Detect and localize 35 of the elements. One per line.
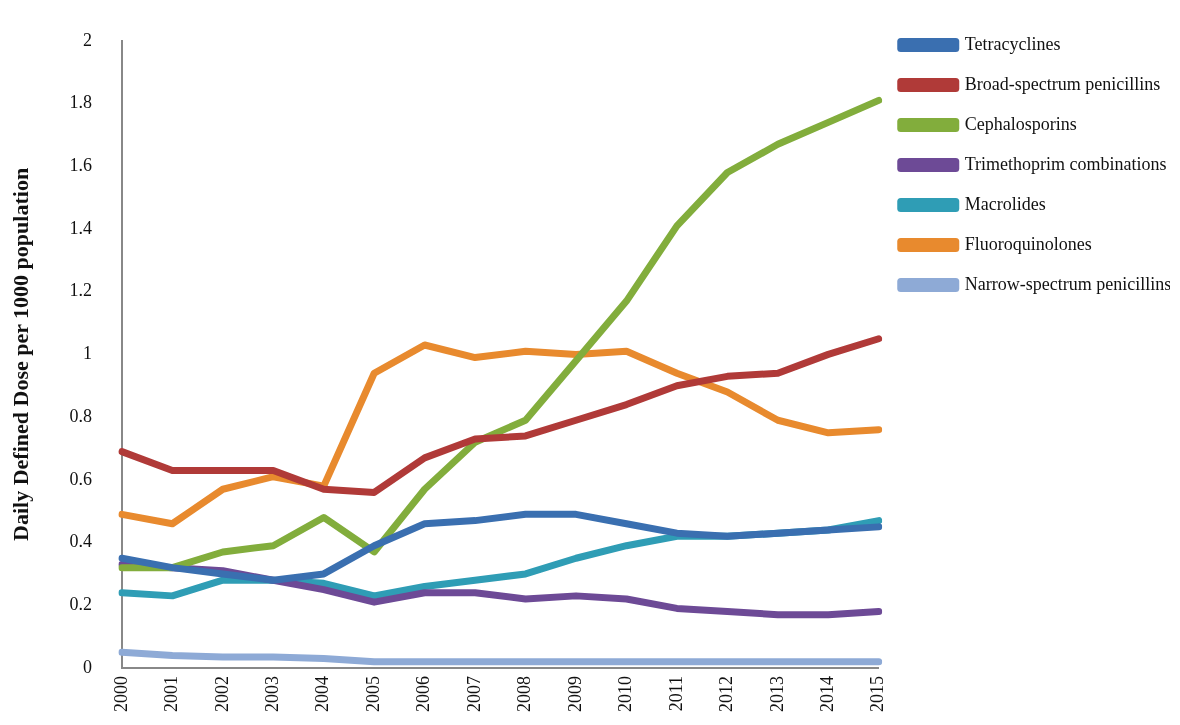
y-axis-title: Daily Defined Dose per 1000 population bbox=[7, 167, 33, 541]
legend-label: Cephalosporins bbox=[964, 113, 1077, 134]
y-tick-label: 0 bbox=[82, 656, 92, 677]
x-tick-label: 2004 bbox=[312, 676, 333, 712]
y-tick-label: 0.2 bbox=[69, 594, 92, 615]
x-tick-label: 2002 bbox=[211, 676, 232, 712]
y-tick-label: 1.2 bbox=[69, 280, 92, 301]
x-tick-label: 2013 bbox=[766, 676, 787, 712]
legend-label: Narrow-spectrum penicillins bbox=[964, 273, 1172, 294]
y-tick-label: 1.4 bbox=[69, 217, 92, 238]
x-tick-label: 2003 bbox=[262, 676, 282, 712]
x-tick-label: 2001 bbox=[161, 676, 182, 712]
x-tick-label: 2006 bbox=[413, 676, 434, 712]
y-tick-label: 0.4 bbox=[69, 531, 92, 552]
legend-label: Fluoroquinolones bbox=[964, 233, 1092, 254]
legend-label: Trimethoprim combinations bbox=[964, 153, 1167, 174]
y-tick-label: 0.6 bbox=[69, 468, 92, 489]
x-tick-label: 2008 bbox=[514, 676, 535, 712]
x-tick-label: 2007 bbox=[463, 676, 484, 712]
y-tick-label: 1 bbox=[82, 343, 92, 364]
y-tick-label: 1.8 bbox=[69, 92, 92, 113]
legend-label: Macrolides bbox=[964, 193, 1046, 214]
legend-label: Broad-spectrum penicillins bbox=[964, 73, 1161, 94]
x-tick-label: 2000 bbox=[110, 676, 131, 712]
x-tick-label: 2005 bbox=[362, 676, 383, 712]
x-tick-label: 2009 bbox=[564, 676, 585, 712]
x-tick-label: 2015 bbox=[867, 676, 888, 712]
y-tick-label: 2 bbox=[82, 29, 92, 50]
x-tick-label: 2012 bbox=[716, 676, 737, 712]
x-tick-label: 2014 bbox=[817, 676, 838, 712]
x-tick-label: 2011 bbox=[665, 676, 686, 712]
y-tick-label: 1.6 bbox=[69, 154, 92, 175]
x-tick-label: 2010 bbox=[615, 676, 636, 712]
y-tick-label: 0.8 bbox=[69, 405, 92, 426]
legend-label: Tetracyclines bbox=[964, 33, 1061, 54]
